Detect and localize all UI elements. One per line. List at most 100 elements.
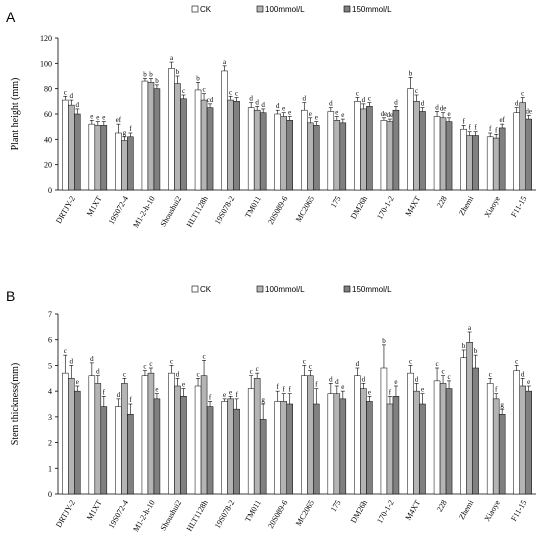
- y-tick-label: 0: [48, 490, 52, 499]
- significance-label: c: [182, 87, 185, 95]
- significance-label: d: [96, 368, 100, 376]
- significance-label: d: [356, 360, 360, 368]
- bar: [206, 406, 214, 495]
- bar: [180, 396, 187, 495]
- bar: [486, 383, 494, 495]
- significance-label: e: [282, 105, 285, 113]
- significance-label: f: [495, 386, 498, 394]
- bar: [62, 372, 69, 495]
- legend: CK 100mmol/L 150mmol/L: [191, 5, 392, 14]
- significance-label: f: [389, 388, 392, 396]
- significance-label: d: [303, 95, 307, 103]
- significance-label: e: [309, 110, 312, 118]
- bar: [472, 367, 479, 495]
- significance-label: f: [209, 393, 212, 401]
- x-tick-label: TM011: [243, 195, 263, 220]
- significance-label: e: [421, 386, 424, 394]
- bar: [413, 390, 420, 495]
- y-tick-label: 120: [40, 34, 52, 43]
- bar: [233, 101, 240, 191]
- bar: [274, 113, 281, 191]
- legend-label: CK: [200, 5, 212, 14]
- significance-label: e: [368, 388, 371, 396]
- bar: [221, 401, 228, 495]
- bar: [339, 122, 347, 191]
- significance-label: e: [102, 114, 105, 122]
- significance-label: d: [70, 92, 74, 100]
- bar: [380, 367, 388, 495]
- significance-label: c: [170, 357, 173, 365]
- y-tick-label: 60: [44, 110, 52, 119]
- legend-swatch: [256, 285, 264, 293]
- significance-label: b: [474, 347, 478, 355]
- x-tick-label: 170-1-2: [375, 499, 395, 525]
- significance-label: e: [223, 391, 226, 399]
- bar: [439, 117, 447, 191]
- significance-label: e: [341, 111, 344, 119]
- bar: [366, 106, 373, 191]
- significance-label: f: [129, 125, 132, 133]
- bar: [274, 401, 281, 495]
- significance-label: c: [143, 363, 146, 371]
- significance-label: g: [500, 401, 504, 409]
- bar: [62, 99, 69, 191]
- significance-label: e: [182, 381, 185, 389]
- x-tick-label: MC2065: [294, 499, 316, 528]
- significance-label: c: [442, 368, 445, 376]
- bar: [88, 375, 96, 495]
- bar: [445, 388, 453, 495]
- bar: [354, 375, 361, 495]
- bar: [492, 137, 500, 191]
- bar: [68, 104, 75, 191]
- legend-label: CK: [200, 285, 212, 294]
- significance-label: de: [387, 111, 394, 119]
- significance-label: f: [283, 386, 286, 394]
- significance-label: b: [196, 74, 200, 82]
- significance-label: b: [462, 342, 466, 350]
- x-tick-label: 175: [329, 499, 343, 514]
- y-tick-label: 7: [48, 310, 52, 319]
- significance-label: c: [368, 95, 371, 103]
- x-tick-label: 20S089-6: [266, 499, 289, 530]
- y-axis-label: Stem thickness(mm): [10, 363, 21, 446]
- x-tick-label: 19S072-4: [107, 499, 130, 530]
- significance-label: g: [261, 396, 265, 404]
- chart-panel-b: B CK 100mmol/L 150mmol/L 0 1 2 3 4 5 6 7 Stem thickn…: [6, 285, 536, 533]
- significance-label: b: [149, 71, 153, 79]
- significance-label: a: [223, 58, 227, 66]
- significance-label: d: [335, 378, 339, 386]
- significance-label: e: [76, 378, 79, 386]
- significance-label: ef: [499, 116, 505, 124]
- significance-label: d: [76, 101, 80, 109]
- significance-label: a: [170, 54, 174, 62]
- bar: [380, 120, 388, 191]
- significance-label: e: [229, 388, 232, 396]
- significance-label: c: [64, 88, 67, 96]
- bar: [419, 111, 426, 191]
- bar: [466, 342, 473, 495]
- significance-label: f: [277, 383, 280, 391]
- significance-label: b: [409, 69, 413, 77]
- bar: [94, 383, 102, 495]
- x-tick-label: M1-2-h-10: [131, 195, 156, 230]
- bar: [127, 136, 134, 191]
- bar: [413, 101, 420, 191]
- legend-label: 150mmol/L: [352, 285, 392, 294]
- x-tick-label: TM011: [243, 499, 263, 524]
- bar: [286, 120, 293, 191]
- bar: [519, 102, 526, 191]
- bar: [301, 109, 308, 191]
- significance-label: d: [117, 391, 121, 399]
- bar: [439, 383, 447, 495]
- bar: [313, 403, 320, 495]
- significance-label: c: [235, 90, 238, 98]
- legend-label: 150mmol/L: [352, 5, 392, 14]
- legend-label: 100mmol/L: [265, 285, 305, 294]
- x-tick-label: Zhemi: [457, 498, 476, 521]
- significance-label: c: [303, 357, 306, 365]
- bar: [333, 393, 341, 495]
- y-tick-label: 1: [48, 464, 52, 473]
- significance-label: e: [341, 383, 344, 391]
- bar: [360, 388, 367, 495]
